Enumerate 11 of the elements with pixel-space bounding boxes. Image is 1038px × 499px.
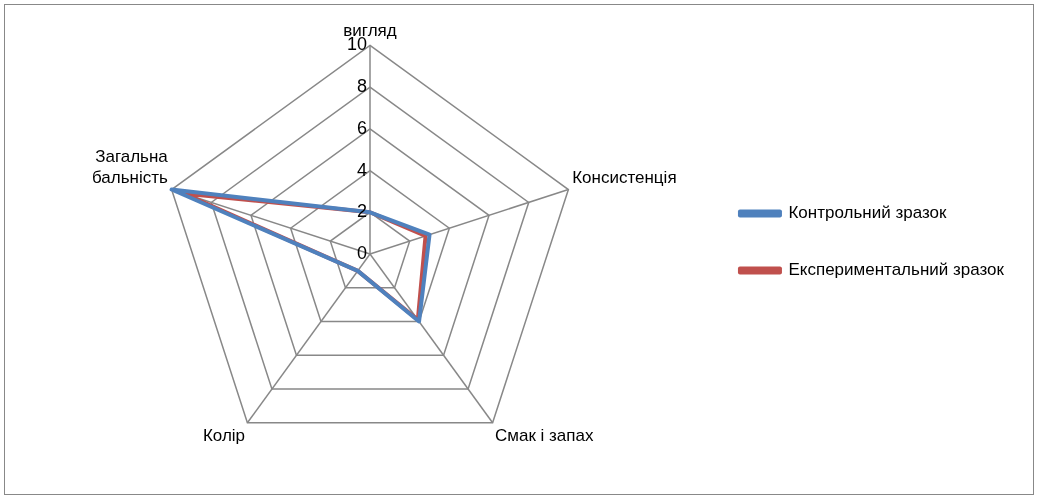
spoke-label: Смак і запах bbox=[494, 425, 594, 445]
spoke-label: Загальна бальність bbox=[91, 147, 169, 187]
legend-label: Контрольний зразок bbox=[788, 203, 947, 223]
y-tick-label: 8 bbox=[356, 76, 367, 97]
y-tick-label: 0 bbox=[356, 242, 367, 263]
y-tick-label: 4 bbox=[356, 159, 367, 180]
y-tick-label: 6 bbox=[356, 117, 367, 138]
spoke-label: Колір bbox=[202, 425, 246, 445]
spoke-label: вигляд bbox=[343, 20, 397, 40]
legend-label: Експериментальний зразок bbox=[788, 260, 1005, 280]
spoke-label: Консистенція bbox=[572, 167, 677, 187]
